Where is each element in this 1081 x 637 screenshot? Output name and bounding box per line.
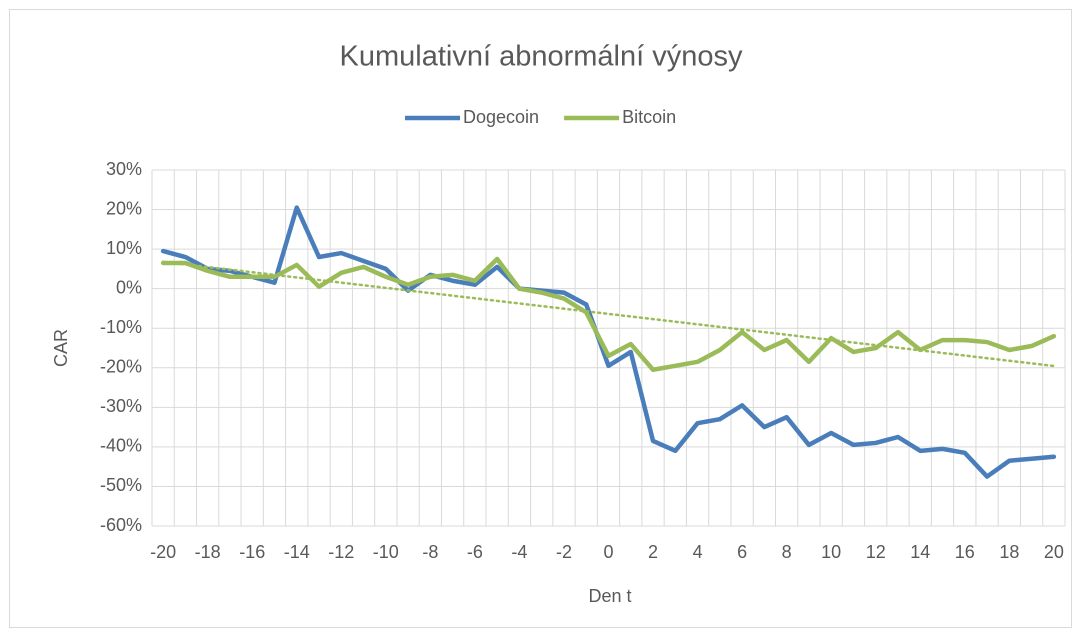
x-tick-label: -8 [422, 542, 438, 562]
chart-title: Kumulativní abnormální výnosy [340, 41, 743, 73]
x-tick-label: 20 [1044, 542, 1064, 562]
x-tick-label: -12 [328, 542, 354, 562]
legend-label: Bitcoin [622, 107, 676, 127]
chart-border [9, 9, 1072, 628]
x-tick-label: 16 [955, 542, 975, 562]
y-tick-label: -60% [100, 515, 142, 535]
x-tick-label: 0 [603, 542, 613, 562]
trendline [161, 260, 1056, 368]
y-tick-label: 0% [116, 277, 142, 297]
x-tick-label: -16 [239, 542, 265, 562]
y-tick-label: 30% [106, 159, 142, 179]
y-tick-label: -50% [100, 475, 142, 495]
x-tick-label: -20 [150, 542, 176, 562]
x-tick-label: 12 [866, 542, 886, 562]
x-tick-label: 4 [693, 542, 703, 562]
x-tick-label: -4 [511, 542, 527, 562]
x-tick-label: -2 [556, 542, 572, 562]
x-tick-label: -14 [284, 542, 310, 562]
legend-label: Dogecoin [463, 107, 539, 127]
x-axis-title: Den t [588, 586, 631, 606]
y-axis-title: CAR [51, 329, 71, 367]
x-tick-label: -10 [373, 542, 399, 562]
series-line [160, 205, 1057, 479]
x-tick-label: -18 [195, 542, 221, 562]
x-tick-label: 18 [999, 542, 1019, 562]
y-tick-label: 20% [106, 198, 142, 218]
x-tick-label: 6 [737, 542, 747, 562]
x-tick-label: 2 [648, 542, 658, 562]
x-tick-label: -6 [467, 542, 483, 562]
y-tick-label: -10% [100, 317, 142, 337]
y-tick-label: -30% [100, 396, 142, 416]
y-tick-label: -40% [100, 436, 142, 456]
x-tick-label: 14 [910, 542, 930, 562]
x-tick-label: 10 [821, 542, 841, 562]
y-tick-label: 10% [106, 238, 142, 258]
y-tick-label: -20% [100, 357, 142, 377]
x-tick-label: 8 [782, 542, 792, 562]
